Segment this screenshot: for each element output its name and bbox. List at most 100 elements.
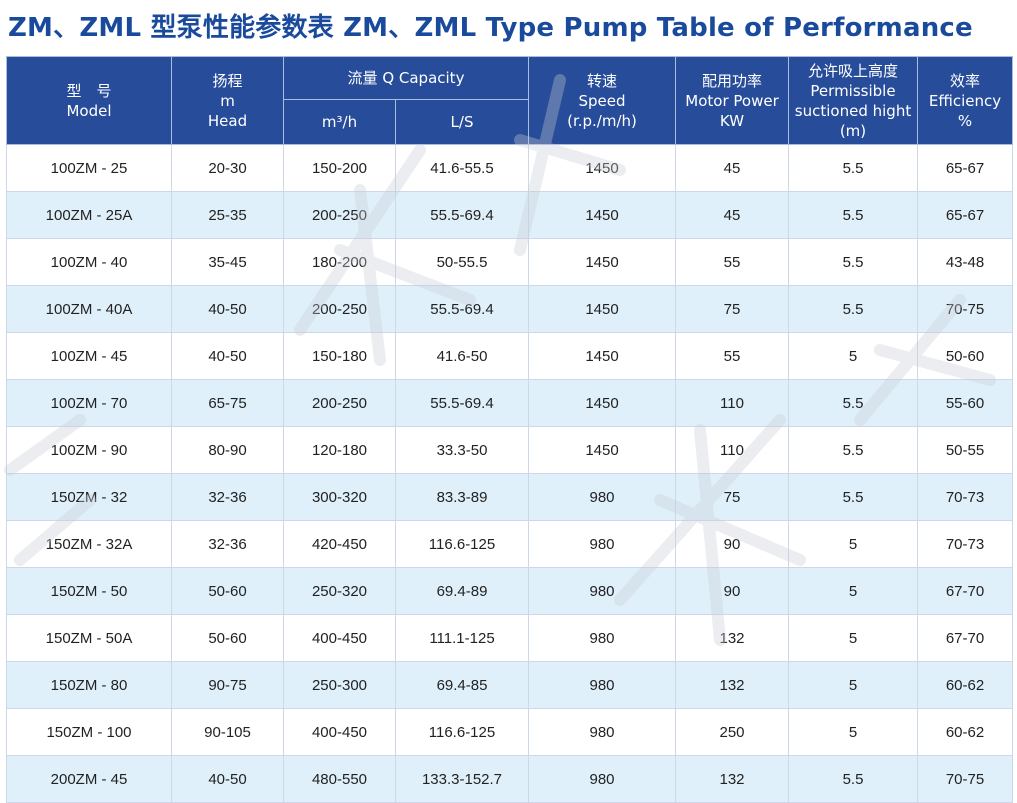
table-row: 100ZM - 25A 25-35 200-250 55.5-69.4 1450 45 5.… [6, 191, 1013, 239]
header-head-unit: m [220, 91, 235, 110]
cell-capacity-ls: 116.6-125 [395, 520, 529, 568]
cell-capacity-m3h: 480-550 [283, 755, 396, 803]
cell-capacity-m3h: 200-250 [283, 379, 396, 427]
cell-model: 100ZM - 40A [6, 285, 172, 333]
cell-model: 150ZM - 50 [6, 567, 172, 615]
header-head-en: Head [207, 111, 248, 130]
cell-capacity-ls: 41.6-50 [395, 332, 529, 380]
table-row: 150ZM - 50A 50-60 400-450 111.1-125 980 132 5 6… [6, 614, 1013, 662]
table-row: 150ZM - 80 90-75 250-300 69.4-85 980 132 5 60-6… [6, 661, 1013, 709]
cell-speed: 1450 [528, 332, 676, 380]
cell-efficiency: 70-75 [917, 755, 1013, 803]
header-efficiency-en: Efficiency [928, 91, 1002, 110]
table-row: 150ZM - 32 32-36 300-320 83.3-89 980 75 5.5 70-… [6, 473, 1013, 521]
cell-model: 150ZM - 32 [6, 473, 172, 521]
cell-suction: 5.5 [788, 473, 918, 521]
cell-capacity-m3h: 180-200 [283, 238, 396, 286]
table-body: 100ZM - 25 20-30 150-200 41.6-55.5 1450 45 5.5… [6, 144, 1013, 803]
table-row: 100ZM - 45 40-50 150-180 41.6-50 1450 55 5 50-6… [6, 332, 1013, 380]
cell-efficiency: 65-67 [917, 191, 1013, 239]
cell-model: 150ZM - 50A [6, 614, 172, 662]
cell-efficiency: 60-62 [917, 661, 1013, 709]
cell-power: 250 [675, 708, 789, 756]
cell-power: 55 [675, 238, 789, 286]
cell-capacity-ls: 55.5-69.4 [395, 191, 529, 239]
cell-capacity-ls: 41.6-55.5 [395, 144, 529, 192]
cell-head: 80-90 [171, 426, 284, 474]
cell-suction: 5.5 [788, 755, 918, 803]
table-row: 150ZM - 100 90-105 400-450 116.6-125 980 250 5… [6, 708, 1013, 756]
page-title: ZM、ZML 型泵性能参数表 ZM、ZML Type Pump Table of… [8, 13, 973, 43]
cell-power: 55 [675, 332, 789, 380]
cell-power: 90 [675, 567, 789, 615]
cell-capacity-m3h: 250-320 [283, 567, 396, 615]
header-model-cn: 型 号 [66, 81, 112, 100]
cell-efficiency: 50-55 [917, 426, 1013, 474]
cell-model: 200ZM - 45 [6, 755, 172, 803]
cell-suction: 5.5 [788, 426, 918, 474]
cell-capacity-m3h: 300-320 [283, 473, 396, 521]
cell-capacity-ls: 55.5-69.4 [395, 285, 529, 333]
cell-head: 50-60 [171, 614, 284, 662]
table-row: 150ZM - 50 50-60 250-320 69.4-89 980 90 5 67-70 [6, 567, 1013, 615]
cell-efficiency: 43-48 [917, 238, 1013, 286]
cell-capacity-ls: 111.1-125 [395, 614, 529, 662]
header-power-en: Motor Power [685, 91, 779, 110]
cell-efficiency: 67-70 [917, 614, 1013, 662]
header-efficiency-cn: 效率 [949, 71, 980, 90]
header-speed-cn: 转速 [586, 71, 617, 90]
cell-efficiency: 60-62 [917, 708, 1013, 756]
cell-efficiency: 70-75 [917, 285, 1013, 333]
cell-speed: 1450 [528, 238, 676, 286]
cell-power: 45 [675, 144, 789, 192]
cell-head: 50-60 [171, 567, 284, 615]
cell-model: 100ZM - 25 [6, 144, 172, 192]
table-row: 100ZM - 70 65-75 200-250 55.5-69.4 1450 110 5.… [6, 379, 1013, 427]
header-suction-cn: 允许吸上高度 [807, 61, 898, 80]
cell-suction: 5 [788, 614, 918, 662]
cell-head: 40-50 [171, 755, 284, 803]
table-row: 100ZM - 40 35-45 180-200 50-55.5 1450 55 5.5 43… [6, 238, 1013, 286]
cell-power: 75 [675, 473, 789, 521]
cell-speed: 1450 [528, 379, 676, 427]
table-row: 100ZM - 90 80-90 120-180 33.3-50 1450 110 5.5 5… [6, 426, 1013, 474]
cell-speed: 1450 [528, 144, 676, 192]
cell-head: 20-30 [171, 144, 284, 192]
cell-capacity-m3h: 400-450 [283, 614, 396, 662]
header-model-en: Model [66, 101, 112, 120]
table-row: 100ZM - 25 20-30 150-200 41.6-55.5 1450 45 5.5… [6, 144, 1013, 192]
cell-suction: 5.5 [788, 144, 918, 192]
header-suction-en1: Permissible [810, 81, 896, 100]
header-power: 配用功率 Motor Power KW [675, 56, 789, 145]
cell-speed: 980 [528, 708, 676, 756]
cell-capacity-m3h: 120-180 [283, 426, 396, 474]
cell-speed: 980 [528, 473, 676, 521]
cell-suction: 5.5 [788, 379, 918, 427]
cell-power: 45 [675, 191, 789, 239]
header-power-unit: KW [719, 111, 745, 130]
cell-capacity-ls: 55.5-69.4 [395, 379, 529, 427]
table-row: 200ZM - 45 40-50 480-550 133.3-152.7 980 132 5… [6, 755, 1013, 803]
header-head: 扬程 m Head [171, 56, 284, 145]
cell-capacity-ls: 83.3-89 [395, 473, 529, 521]
header-efficiency: 效率 Efficiency % [917, 56, 1013, 145]
header-suction-en2: suctioned hight [794, 101, 912, 120]
cell-efficiency: 67-70 [917, 567, 1013, 615]
cell-efficiency: 55-60 [917, 379, 1013, 427]
cell-speed: 980 [528, 567, 676, 615]
cell-power: 132 [675, 755, 789, 803]
cell-capacity-ls: 116.6-125 [395, 708, 529, 756]
cell-capacity-m3h: 250-300 [283, 661, 396, 709]
cell-power: 90 [675, 520, 789, 568]
cell-head: 32-36 [171, 520, 284, 568]
cell-suction: 5.5 [788, 238, 918, 286]
cell-capacity-ls: 69.4-85 [395, 661, 529, 709]
cell-model: 100ZM - 40 [6, 238, 172, 286]
cell-speed: 1450 [528, 426, 676, 474]
cell-head: 90-105 [171, 708, 284, 756]
cell-capacity-m3h: 150-200 [283, 144, 396, 192]
performance-table: 型 号 Model 扬程 m Head 流量 Q Capacity 转速 Spe… [6, 56, 1013, 803]
header-speed-en: Speed [578, 91, 626, 110]
cell-head: 40-50 [171, 285, 284, 333]
cell-capacity-m3h: 400-450 [283, 708, 396, 756]
